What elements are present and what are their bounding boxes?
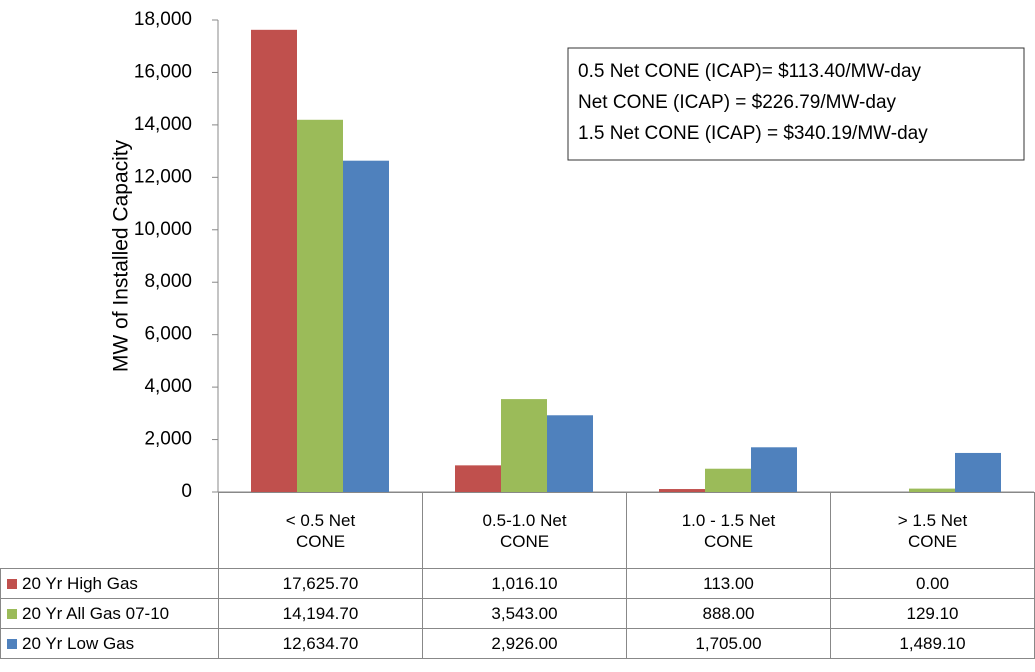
category-label: < 0.5 Net CONE: [218, 492, 423, 569]
table-value: 2,926.00: [422, 628, 627, 659]
bar: [455, 465, 501, 492]
y-tick-label: 12,000: [134, 166, 192, 187]
annotation: Net CONE (ICAP) = $226.79/MW-day: [578, 92, 897, 113]
legend-label: 20 Yr Low Gas: [22, 634, 135, 653]
bar: [751, 447, 797, 492]
category-label: 0.5-1.0 Net CONE: [422, 492, 627, 569]
legend-swatch: [7, 578, 17, 589]
legend-label: 20 Yr High Gas: [22, 574, 138, 593]
legend-entry: 20 Yr High Gas: [0, 568, 219, 599]
y-tick-label: 8,000: [144, 271, 192, 292]
bar: [501, 399, 547, 492]
table-value: 1,705.00: [626, 628, 831, 659]
y-tick-label: 14,000: [134, 114, 192, 135]
annotation: 1.5 Net CONE (ICAP) = $340.19/MW-day: [578, 123, 928, 144]
legend-swatch: [7, 638, 17, 649]
category-label: > 1.5 Net CONE: [830, 492, 1035, 569]
table-value: 1,016.10: [422, 568, 627, 599]
annotation: 0.5 Net CONE (ICAP)= $113.40/MW-day: [578, 61, 922, 82]
y-tick-label: 6,000: [144, 324, 192, 345]
legend-entry: 20 Yr Low Gas: [0, 628, 219, 659]
y-tick-label: 10,000: [134, 219, 192, 240]
bar: [909, 488, 955, 492]
y-tick-label: 2,000: [144, 429, 192, 450]
y-tick-label: 16,000: [134, 61, 192, 82]
legend-swatch: [7, 608, 17, 619]
bar: [547, 415, 593, 492]
table-value: 12,634.70: [218, 628, 423, 659]
legend-label: 20 Yr All Gas 07-10: [22, 604, 170, 623]
table-value: 888.00: [626, 598, 831, 629]
table-value: 113.00: [626, 568, 831, 599]
table-value: 3,543.00: [422, 598, 627, 629]
table-value: 129.10: [830, 598, 1035, 629]
bar: [297, 119, 343, 493]
bar: [705, 468, 751, 492]
y-tick-label: 4,000: [144, 376, 192, 397]
y-tick-label: 18,000: [134, 9, 192, 30]
bar: [343, 160, 389, 492]
legend-entry: 20 Yr All Gas 07-10: [0, 598, 219, 629]
table-value: 17,625.70: [218, 568, 423, 599]
table-value: 14,194.70: [218, 598, 423, 629]
table-value: 1,489.10: [830, 628, 1035, 659]
y-tick-label: 0: [181, 481, 192, 502]
bar: [659, 489, 705, 492]
bar: [955, 452, 1001, 492]
table-value: 0.00: [830, 568, 1035, 599]
bar: [251, 29, 297, 493]
category-label: 1.0 - 1.5 Net CONE: [626, 492, 831, 569]
annotation-box: [567, 47, 1025, 161]
y-axis-label: MW of Installed Capacity: [110, 139, 133, 372]
